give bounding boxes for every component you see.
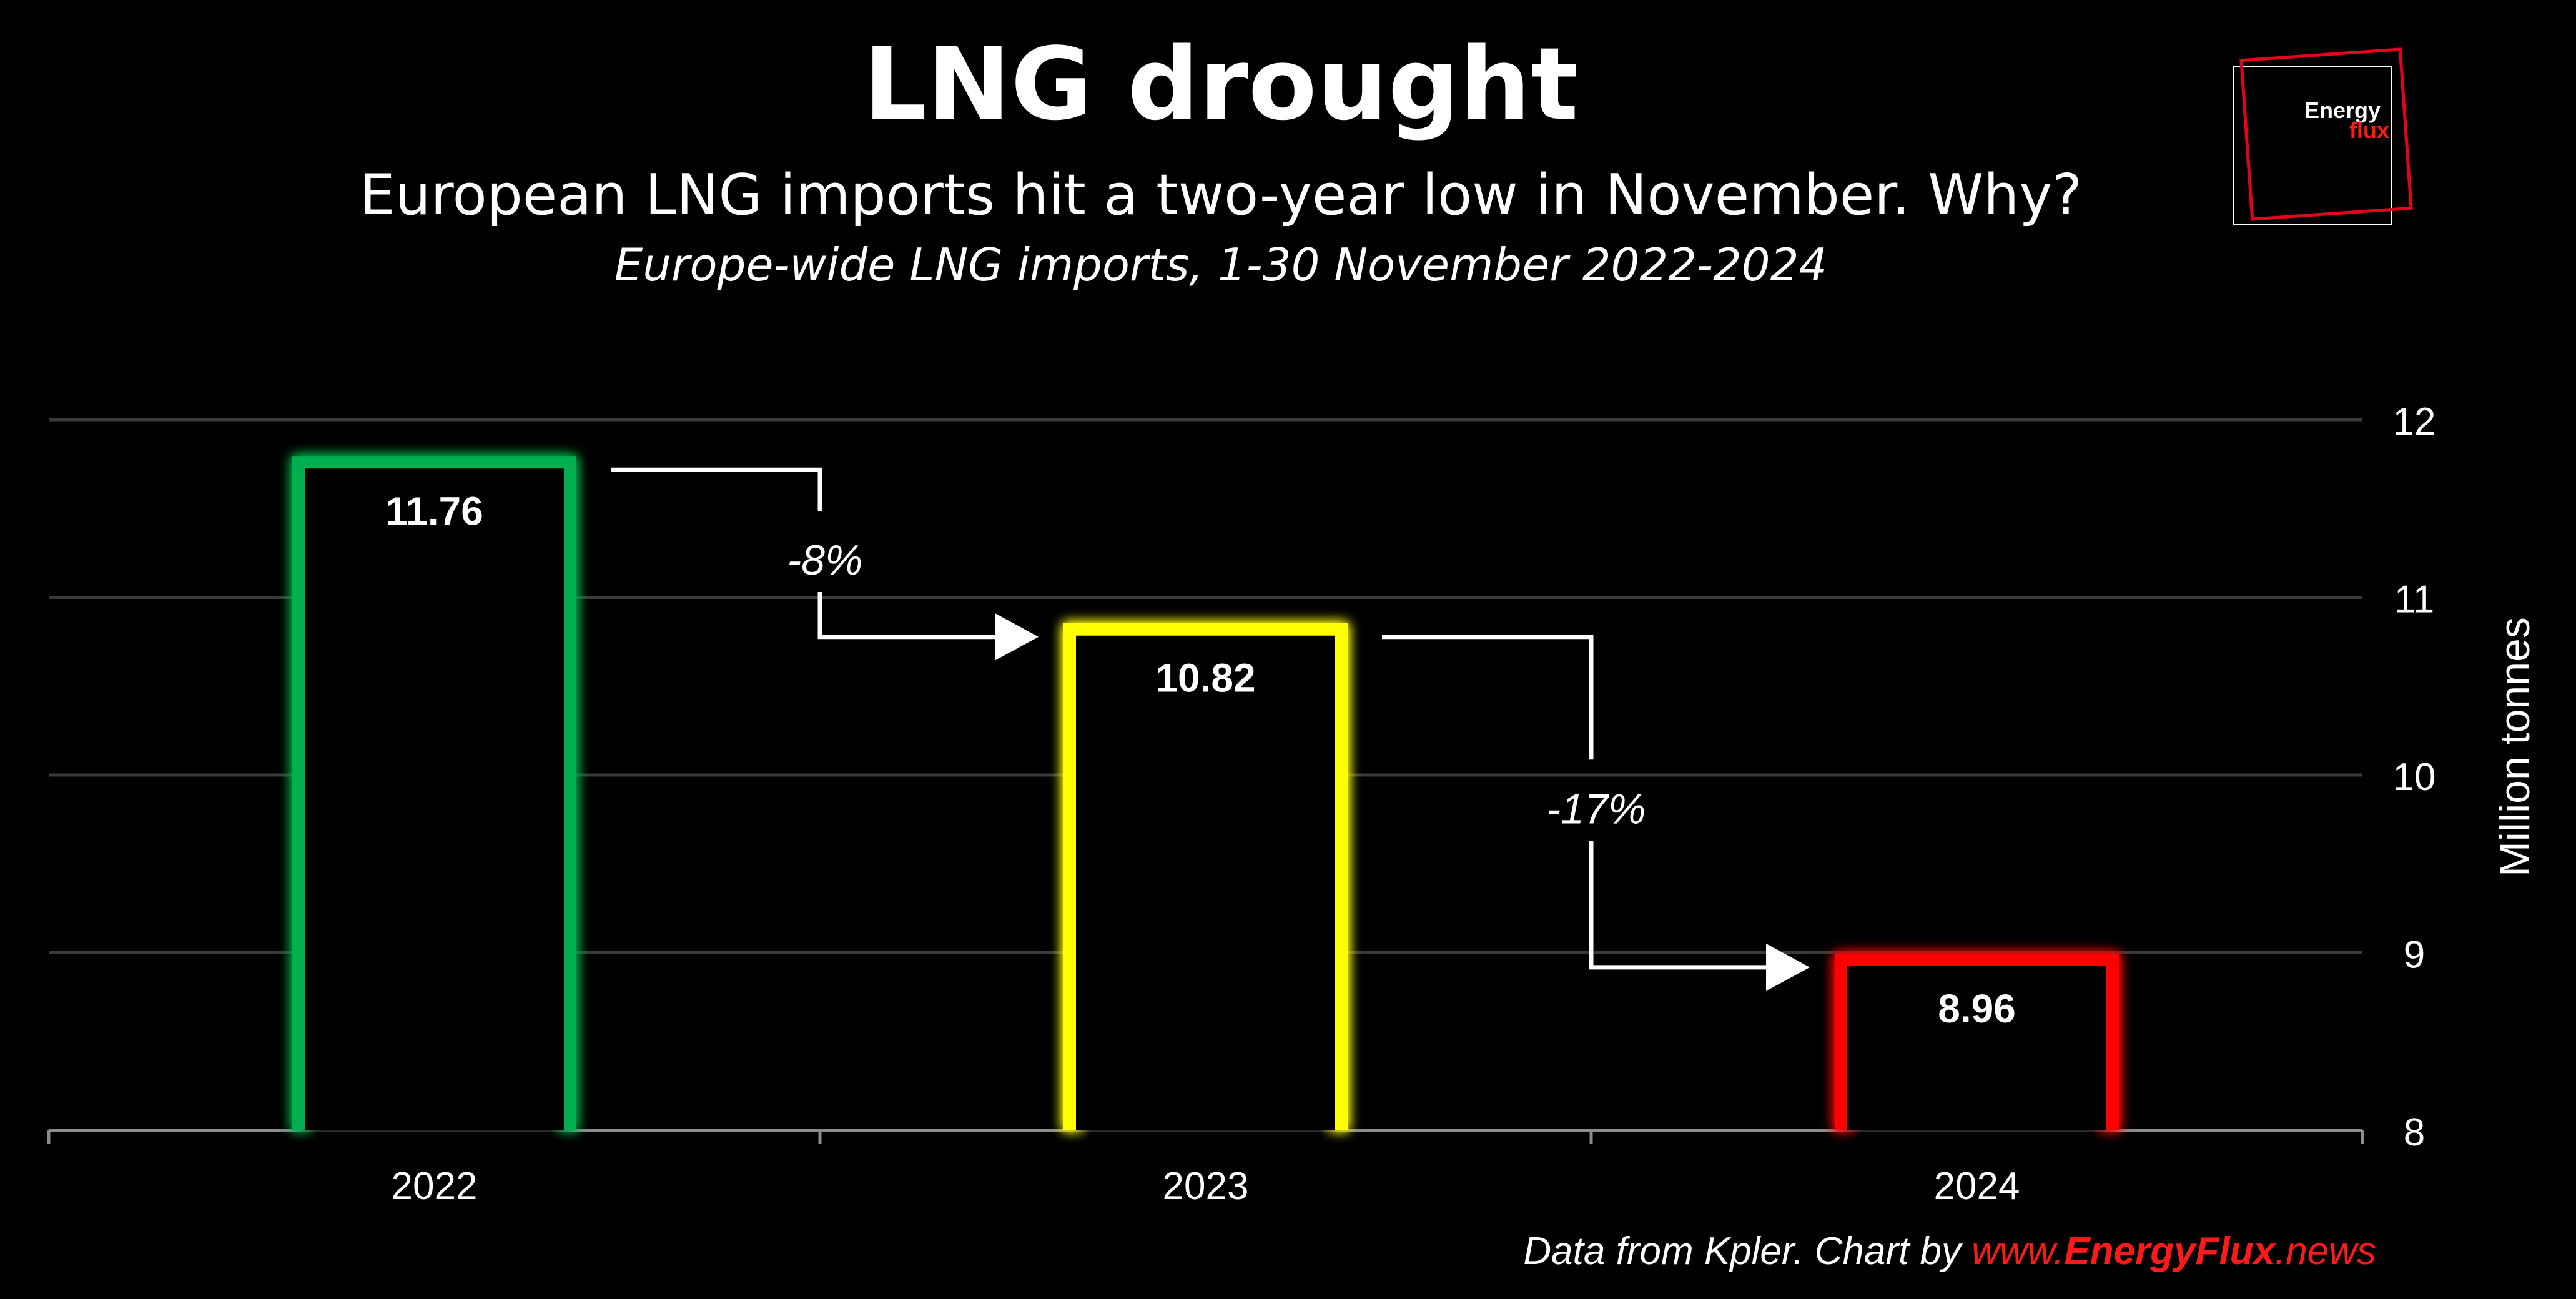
chart-subtitle: European LNG imports hit a two-year low …: [359, 162, 2083, 228]
bar-2023: [1063, 623, 1348, 1130]
y-tick-label: 12: [2393, 400, 2436, 443]
credit-link-pre: www.: [1971, 1230, 2065, 1273]
credit-link[interactable]: www.EnergyFlux.news: [1971, 1230, 2376, 1273]
arrow-head-icon: [995, 613, 1039, 661]
change-label: -8%: [787, 536, 863, 584]
logo-text-flux: flux: [2349, 117, 2390, 143]
bar-2024: [1835, 953, 2119, 1130]
arrow-head-icon: [1766, 943, 1810, 991]
change-connector: [1589, 841, 1772, 970]
x-tick-label: 2022: [392, 1165, 478, 1208]
y-tick-label: 8: [2404, 1111, 2425, 1154]
y-tick-label: 10: [2393, 756, 2436, 799]
data-label: 8.96: [1938, 986, 2016, 1031]
credit-link-brand: EnergyFlux: [2064, 1230, 2276, 1273]
data-label: 11.76: [385, 488, 483, 533]
change-label: -17%: [1547, 785, 1646, 832]
y-tick-label: 9: [2404, 934, 2425, 977]
change-connector: [817, 591, 1001, 640]
logo-text-energy: Energy: [2304, 97, 2381, 123]
bar-2022: [292, 456, 576, 1130]
chart-description: Europe-wide LNG imports, 1-30 November 2…: [614, 239, 1828, 291]
x-tick-label: 2024: [1934, 1165, 2020, 1208]
source-credit: Data from Kpler. Chart by www.EnergyFlux…: [1523, 1229, 2376, 1273]
energyflux-logo: Energy flux: [2229, 47, 2413, 231]
y-tick-label: 11: [2394, 578, 2434, 621]
x-tick-label: 2023: [1163, 1165, 1249, 1208]
y-axis-title: Million tonnes: [2491, 617, 2539, 877]
credit-link-post: .news: [2275, 1230, 2376, 1273]
change-connector: [1382, 635, 1594, 760]
change-connector: [611, 467, 822, 511]
chart-title: LNG drought: [863, 26, 1579, 142]
data-label: 10.82: [1155, 656, 1255, 701]
logo-white-frame: [2233, 66, 2392, 225]
credit-prefix: Data from Kpler. Chart by: [1523, 1230, 1972, 1273]
